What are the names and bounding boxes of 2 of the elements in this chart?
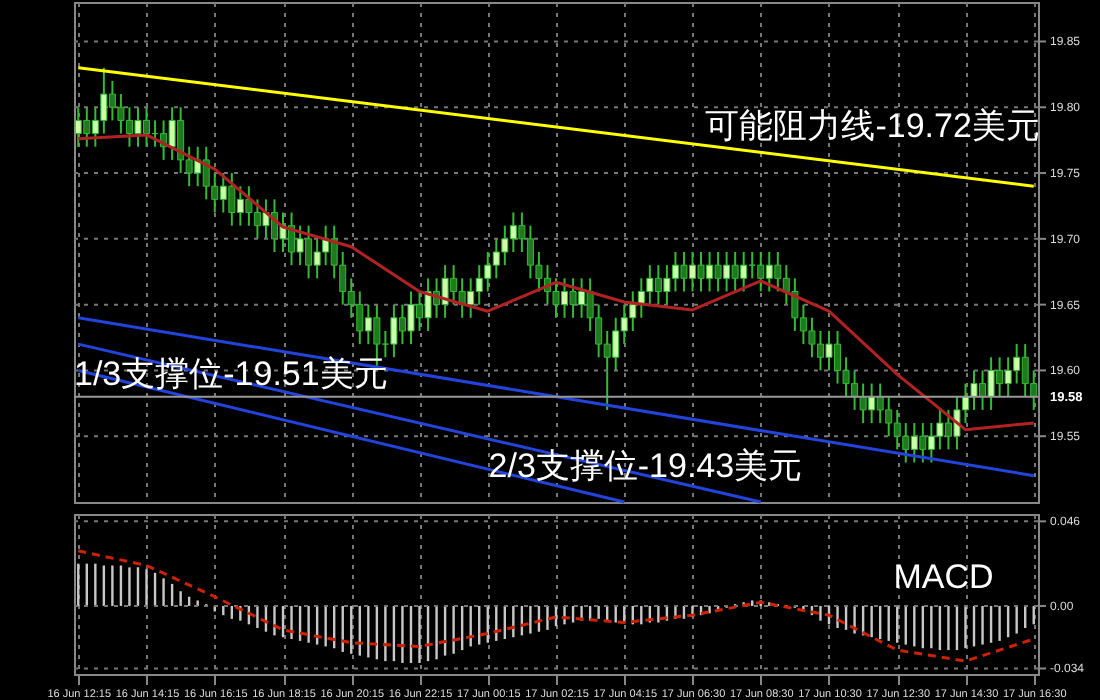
annotation: MACD [893, 558, 994, 596]
annotation: 可能阻力线-19.72美元 [705, 107, 1040, 145]
